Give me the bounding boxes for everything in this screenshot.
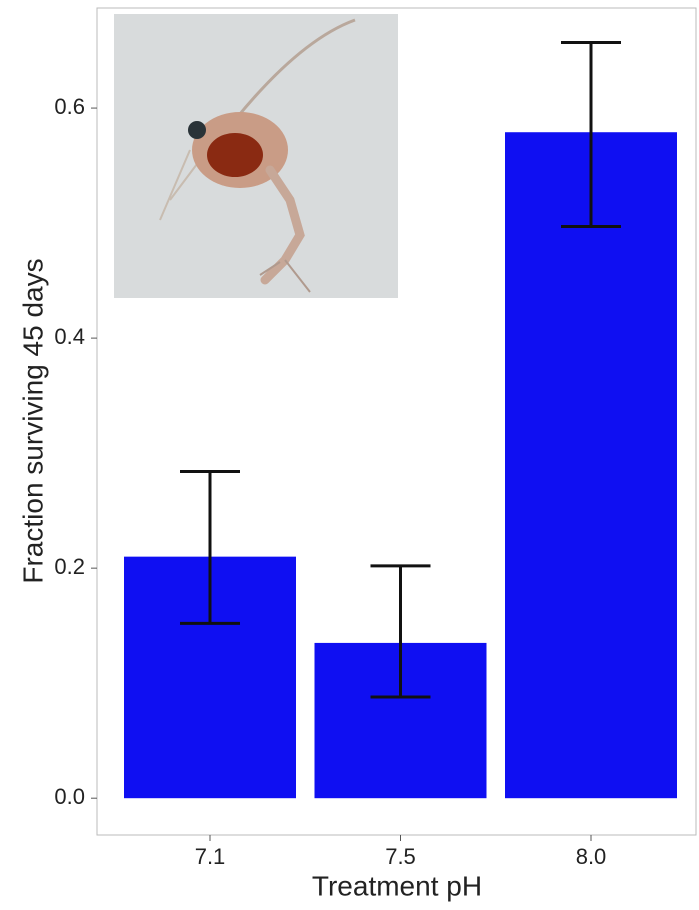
x-axis-title: Treatment pH xyxy=(312,870,482,901)
x-tick-label: 7.1 xyxy=(195,844,226,869)
y-axis-title: Fraction surviving 45 days xyxy=(17,258,48,583)
y-tick-label: 0.6 xyxy=(54,94,85,119)
bar xyxy=(505,132,677,798)
x-tick-label: 7.5 xyxy=(385,844,416,869)
chart: Fraction surviving 45 days Treatment pH … xyxy=(0,0,699,910)
x-tick-label: 8.0 xyxy=(576,844,607,869)
inset-photo xyxy=(114,14,398,298)
y-tick-label: 0.0 xyxy=(54,784,85,809)
y-tick-label: 0.4 xyxy=(54,324,85,349)
y-tick-label: 0.2 xyxy=(54,554,85,579)
